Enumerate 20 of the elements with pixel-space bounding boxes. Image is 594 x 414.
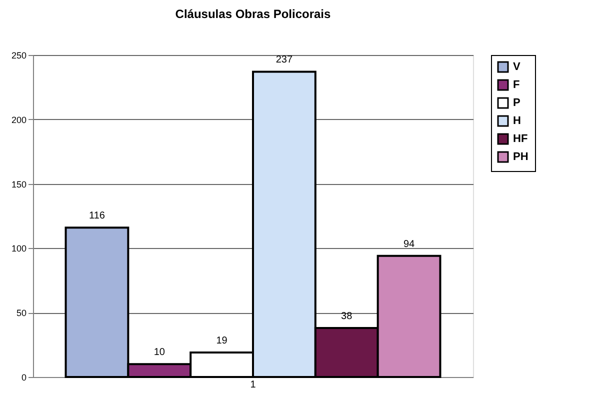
y-tick-label: 250 xyxy=(11,50,26,60)
legend-label: HF xyxy=(513,133,528,145)
x-tick-label: 1 xyxy=(250,380,256,390)
legend-label: V xyxy=(513,61,521,73)
data-label: 116 xyxy=(88,210,106,222)
y-tick-label: 50 xyxy=(16,308,26,318)
y-tick-label: 100 xyxy=(11,244,26,254)
y-tick-label: 200 xyxy=(11,114,26,125)
data-label: 237 xyxy=(276,54,293,66)
y-tick-label: 150 xyxy=(11,179,26,190)
legend-label: P xyxy=(513,97,520,109)
data-label: 38 xyxy=(341,311,353,322)
legend-label: PH xyxy=(513,151,528,163)
data-label: 10 xyxy=(154,347,166,358)
legend-label: F xyxy=(513,79,520,91)
legend-label: H xyxy=(513,115,521,127)
chart-title: Cláusulas Obras Policorais xyxy=(175,7,332,21)
data-label: 19 xyxy=(216,336,228,347)
y-tick-label: 0 xyxy=(21,372,26,382)
data-label: 94 xyxy=(403,238,416,250)
